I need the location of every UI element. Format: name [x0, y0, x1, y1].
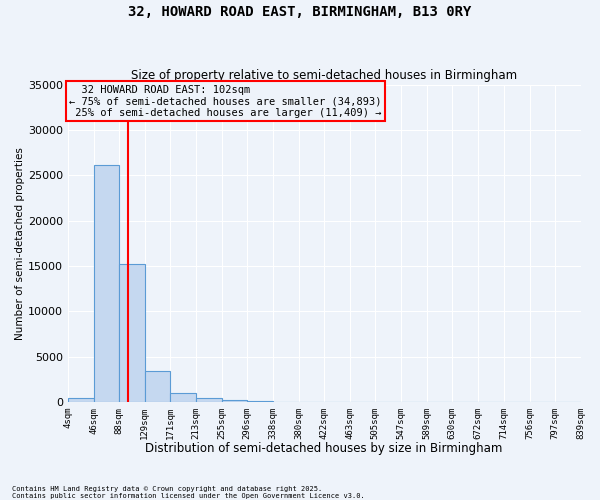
Bar — [119, 264, 145, 402]
Bar — [222, 400, 247, 402]
Bar — [68, 398, 94, 402]
Bar — [170, 393, 196, 402]
Y-axis label: Number of semi-detached properties: Number of semi-detached properties — [15, 147, 25, 340]
Bar — [145, 372, 170, 402]
Bar — [196, 398, 222, 402]
Text: 32 HOWARD ROAD EAST: 102sqm
← 75% of semi-detached houses are smaller (34,893)
 : 32 HOWARD ROAD EAST: 102sqm ← 75% of sem… — [69, 84, 382, 118]
Text: 32, HOWARD ROAD EAST, BIRMINGHAM, B13 0RY: 32, HOWARD ROAD EAST, BIRMINGHAM, B13 0R… — [128, 5, 472, 19]
X-axis label: Distribution of semi-detached houses by size in Birmingham: Distribution of semi-detached houses by … — [145, 442, 503, 455]
Text: Contains HM Land Registry data © Crown copyright and database right 2025.
Contai: Contains HM Land Registry data © Crown c… — [12, 486, 365, 499]
Title: Size of property relative to semi-detached houses in Birmingham: Size of property relative to semi-detach… — [131, 69, 517, 82]
Bar — [94, 166, 119, 402]
Bar — [247, 401, 273, 402]
